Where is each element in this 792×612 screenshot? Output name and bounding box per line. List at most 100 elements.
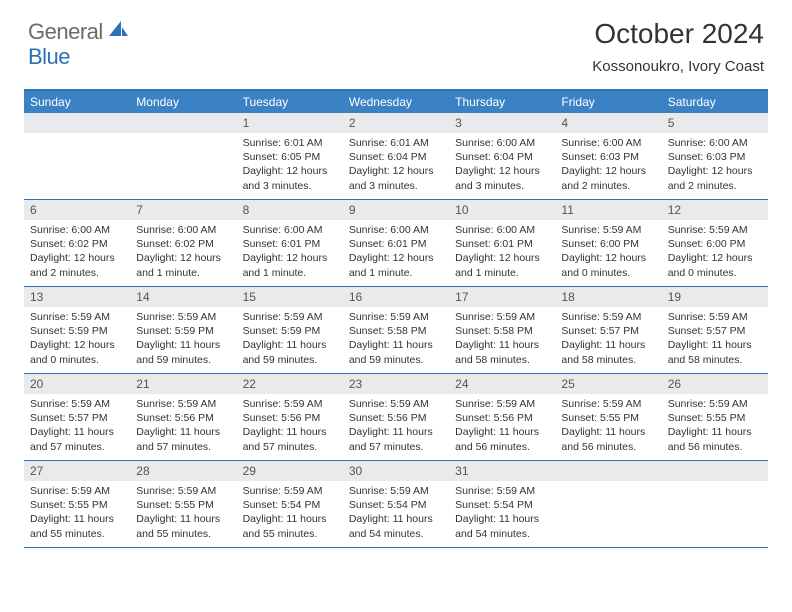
sunset-text: Sunset: 5:59 PM (243, 324, 337, 338)
day-body: Sunrise: 6:01 AMSunset: 6:05 PMDaylight:… (237, 133, 343, 199)
day-number: 10 (449, 200, 555, 220)
sunrise-text: Sunrise: 5:59 AM (668, 310, 762, 324)
sunset-text: Sunset: 6:03 PM (561, 150, 655, 164)
sunrise-text: Sunrise: 5:59 AM (30, 310, 124, 324)
sunset-text: Sunset: 6:01 PM (455, 237, 549, 251)
day-number (130, 113, 236, 133)
day-cell: 9Sunrise: 6:00 AMSunset: 6:01 PMDaylight… (343, 200, 449, 286)
day-cell: 16Sunrise: 5:59 AMSunset: 5:58 PMDayligh… (343, 287, 449, 373)
day-number: 25 (555, 374, 661, 394)
sunrise-text: Sunrise: 6:01 AM (243, 136, 337, 150)
sunrise-text: Sunrise: 6:00 AM (136, 223, 230, 237)
sunset-text: Sunset: 5:59 PM (30, 324, 124, 338)
day-number: 6 (24, 200, 130, 220)
sunrise-text: Sunrise: 5:59 AM (455, 397, 549, 411)
sunrise-text: Sunrise: 5:59 AM (349, 397, 443, 411)
day-body: Sunrise: 5:59 AMSunset: 5:56 PMDaylight:… (449, 394, 555, 460)
logo-text-general: General (28, 19, 103, 45)
sunrise-text: Sunrise: 6:01 AM (349, 136, 443, 150)
day-number: 17 (449, 287, 555, 307)
day-header: Saturday (662, 91, 768, 113)
daylight-text: Daylight: 11 hours and 55 minutes. (30, 512, 124, 540)
day-cell: 12Sunrise: 5:59 AMSunset: 6:00 PMDayligh… (662, 200, 768, 286)
header: General October 2024 Kossonoukro, Ivory … (0, 0, 792, 81)
sunrise-text: Sunrise: 5:59 AM (136, 484, 230, 498)
sunrise-text: Sunrise: 5:59 AM (668, 397, 762, 411)
sunrise-text: Sunrise: 5:59 AM (561, 310, 655, 324)
day-cell: 22Sunrise: 5:59 AMSunset: 5:56 PMDayligh… (237, 374, 343, 460)
day-body: Sunrise: 5:59 AMSunset: 6:00 PMDaylight:… (555, 220, 661, 286)
title-block: October 2024 Kossonoukro, Ivory Coast (592, 18, 764, 75)
day-header: Friday (555, 91, 661, 113)
day-body: Sunrise: 5:59 AMSunset: 5:57 PMDaylight:… (555, 307, 661, 373)
day-body: Sunrise: 5:59 AMSunset: 5:57 PMDaylight:… (24, 394, 130, 460)
day-number: 14 (130, 287, 236, 307)
sunrise-text: Sunrise: 5:59 AM (243, 397, 337, 411)
month-title: October 2024 (592, 18, 764, 50)
day-number: 22 (237, 374, 343, 394)
day-number: 26 (662, 374, 768, 394)
sunset-text: Sunset: 5:54 PM (349, 498, 443, 512)
day-body: Sunrise: 5:59 AMSunset: 5:55 PMDaylight:… (662, 394, 768, 460)
daylight-text: Daylight: 12 hours and 3 minutes. (243, 164, 337, 192)
daylight-text: Daylight: 11 hours and 59 minutes. (349, 338, 443, 366)
day-number: 18 (555, 287, 661, 307)
sunset-text: Sunset: 6:01 PM (349, 237, 443, 251)
sunset-text: Sunset: 6:05 PM (243, 150, 337, 164)
daylight-text: Daylight: 12 hours and 2 minutes. (668, 164, 762, 192)
sunset-text: Sunset: 5:57 PM (30, 411, 124, 425)
day-body: Sunrise: 5:59 AMSunset: 5:57 PMDaylight:… (662, 307, 768, 373)
week-row: 13Sunrise: 5:59 AMSunset: 5:59 PMDayligh… (24, 287, 768, 374)
daylight-text: Daylight: 11 hours and 59 minutes. (136, 338, 230, 366)
sunrise-text: Sunrise: 5:59 AM (136, 397, 230, 411)
sunset-text: Sunset: 6:00 PM (561, 237, 655, 251)
daylight-text: Daylight: 11 hours and 55 minutes. (243, 512, 337, 540)
day-number: 21 (130, 374, 236, 394)
day-body (555, 481, 661, 541)
sunrise-text: Sunrise: 5:59 AM (561, 397, 655, 411)
week-row: 27Sunrise: 5:59 AMSunset: 5:55 PMDayligh… (24, 461, 768, 548)
daylight-text: Daylight: 12 hours and 0 minutes. (30, 338, 124, 366)
day-body: Sunrise: 5:59 AMSunset: 5:58 PMDaylight:… (343, 307, 449, 373)
sunset-text: Sunset: 5:56 PM (136, 411, 230, 425)
sunset-text: Sunset: 5:55 PM (668, 411, 762, 425)
sunset-text: Sunset: 5:54 PM (243, 498, 337, 512)
weeks-container: 1Sunrise: 6:01 AMSunset: 6:05 PMDaylight… (24, 113, 768, 548)
day-body: Sunrise: 6:00 AMSunset: 6:02 PMDaylight:… (130, 220, 236, 286)
day-body: Sunrise: 6:00 AMSunset: 6:01 PMDaylight:… (237, 220, 343, 286)
sunset-text: Sunset: 6:03 PM (668, 150, 762, 164)
day-body: Sunrise: 5:59 AMSunset: 5:55 PMDaylight:… (555, 394, 661, 460)
day-number: 5 (662, 113, 768, 133)
calendar: SundayMondayTuesdayWednesdayThursdayFrid… (24, 89, 768, 548)
daylight-text: Daylight: 12 hours and 2 minutes. (561, 164, 655, 192)
day-header: Tuesday (237, 91, 343, 113)
daylight-text: Daylight: 12 hours and 0 minutes. (668, 251, 762, 279)
day-cell: 11Sunrise: 5:59 AMSunset: 6:00 PMDayligh… (555, 200, 661, 286)
day-cell: 19Sunrise: 5:59 AMSunset: 5:57 PMDayligh… (662, 287, 768, 373)
sunset-text: Sunset: 5:58 PM (455, 324, 549, 338)
day-number: 8 (237, 200, 343, 220)
daylight-text: Daylight: 11 hours and 54 minutes. (455, 512, 549, 540)
day-cell: 2Sunrise: 6:01 AMSunset: 6:04 PMDaylight… (343, 113, 449, 199)
sunrise-text: Sunrise: 6:00 AM (349, 223, 443, 237)
day-body: Sunrise: 5:59 AMSunset: 5:55 PMDaylight:… (24, 481, 130, 547)
day-number: 30 (343, 461, 449, 481)
daylight-text: Daylight: 12 hours and 3 minutes. (455, 164, 549, 192)
day-cell (555, 461, 661, 547)
day-cell: 27Sunrise: 5:59 AMSunset: 5:55 PMDayligh… (24, 461, 130, 547)
day-cell: 21Sunrise: 5:59 AMSunset: 5:56 PMDayligh… (130, 374, 236, 460)
sunset-text: Sunset: 6:02 PM (30, 237, 124, 251)
day-number: 16 (343, 287, 449, 307)
day-number: 2 (343, 113, 449, 133)
sunrise-text: Sunrise: 5:59 AM (136, 310, 230, 324)
day-body: Sunrise: 5:59 AMSunset: 5:56 PMDaylight:… (343, 394, 449, 460)
day-body (130, 133, 236, 193)
day-body: Sunrise: 5:59 AMSunset: 5:54 PMDaylight:… (237, 481, 343, 547)
day-number: 24 (449, 374, 555, 394)
daylight-text: Daylight: 12 hours and 2 minutes. (30, 251, 124, 279)
daylight-text: Daylight: 11 hours and 54 minutes. (349, 512, 443, 540)
daylight-text: Daylight: 12 hours and 3 minutes. (349, 164, 443, 192)
sunrise-text: Sunrise: 5:59 AM (349, 484, 443, 498)
day-body: Sunrise: 5:59 AMSunset: 5:56 PMDaylight:… (237, 394, 343, 460)
day-number: 31 (449, 461, 555, 481)
